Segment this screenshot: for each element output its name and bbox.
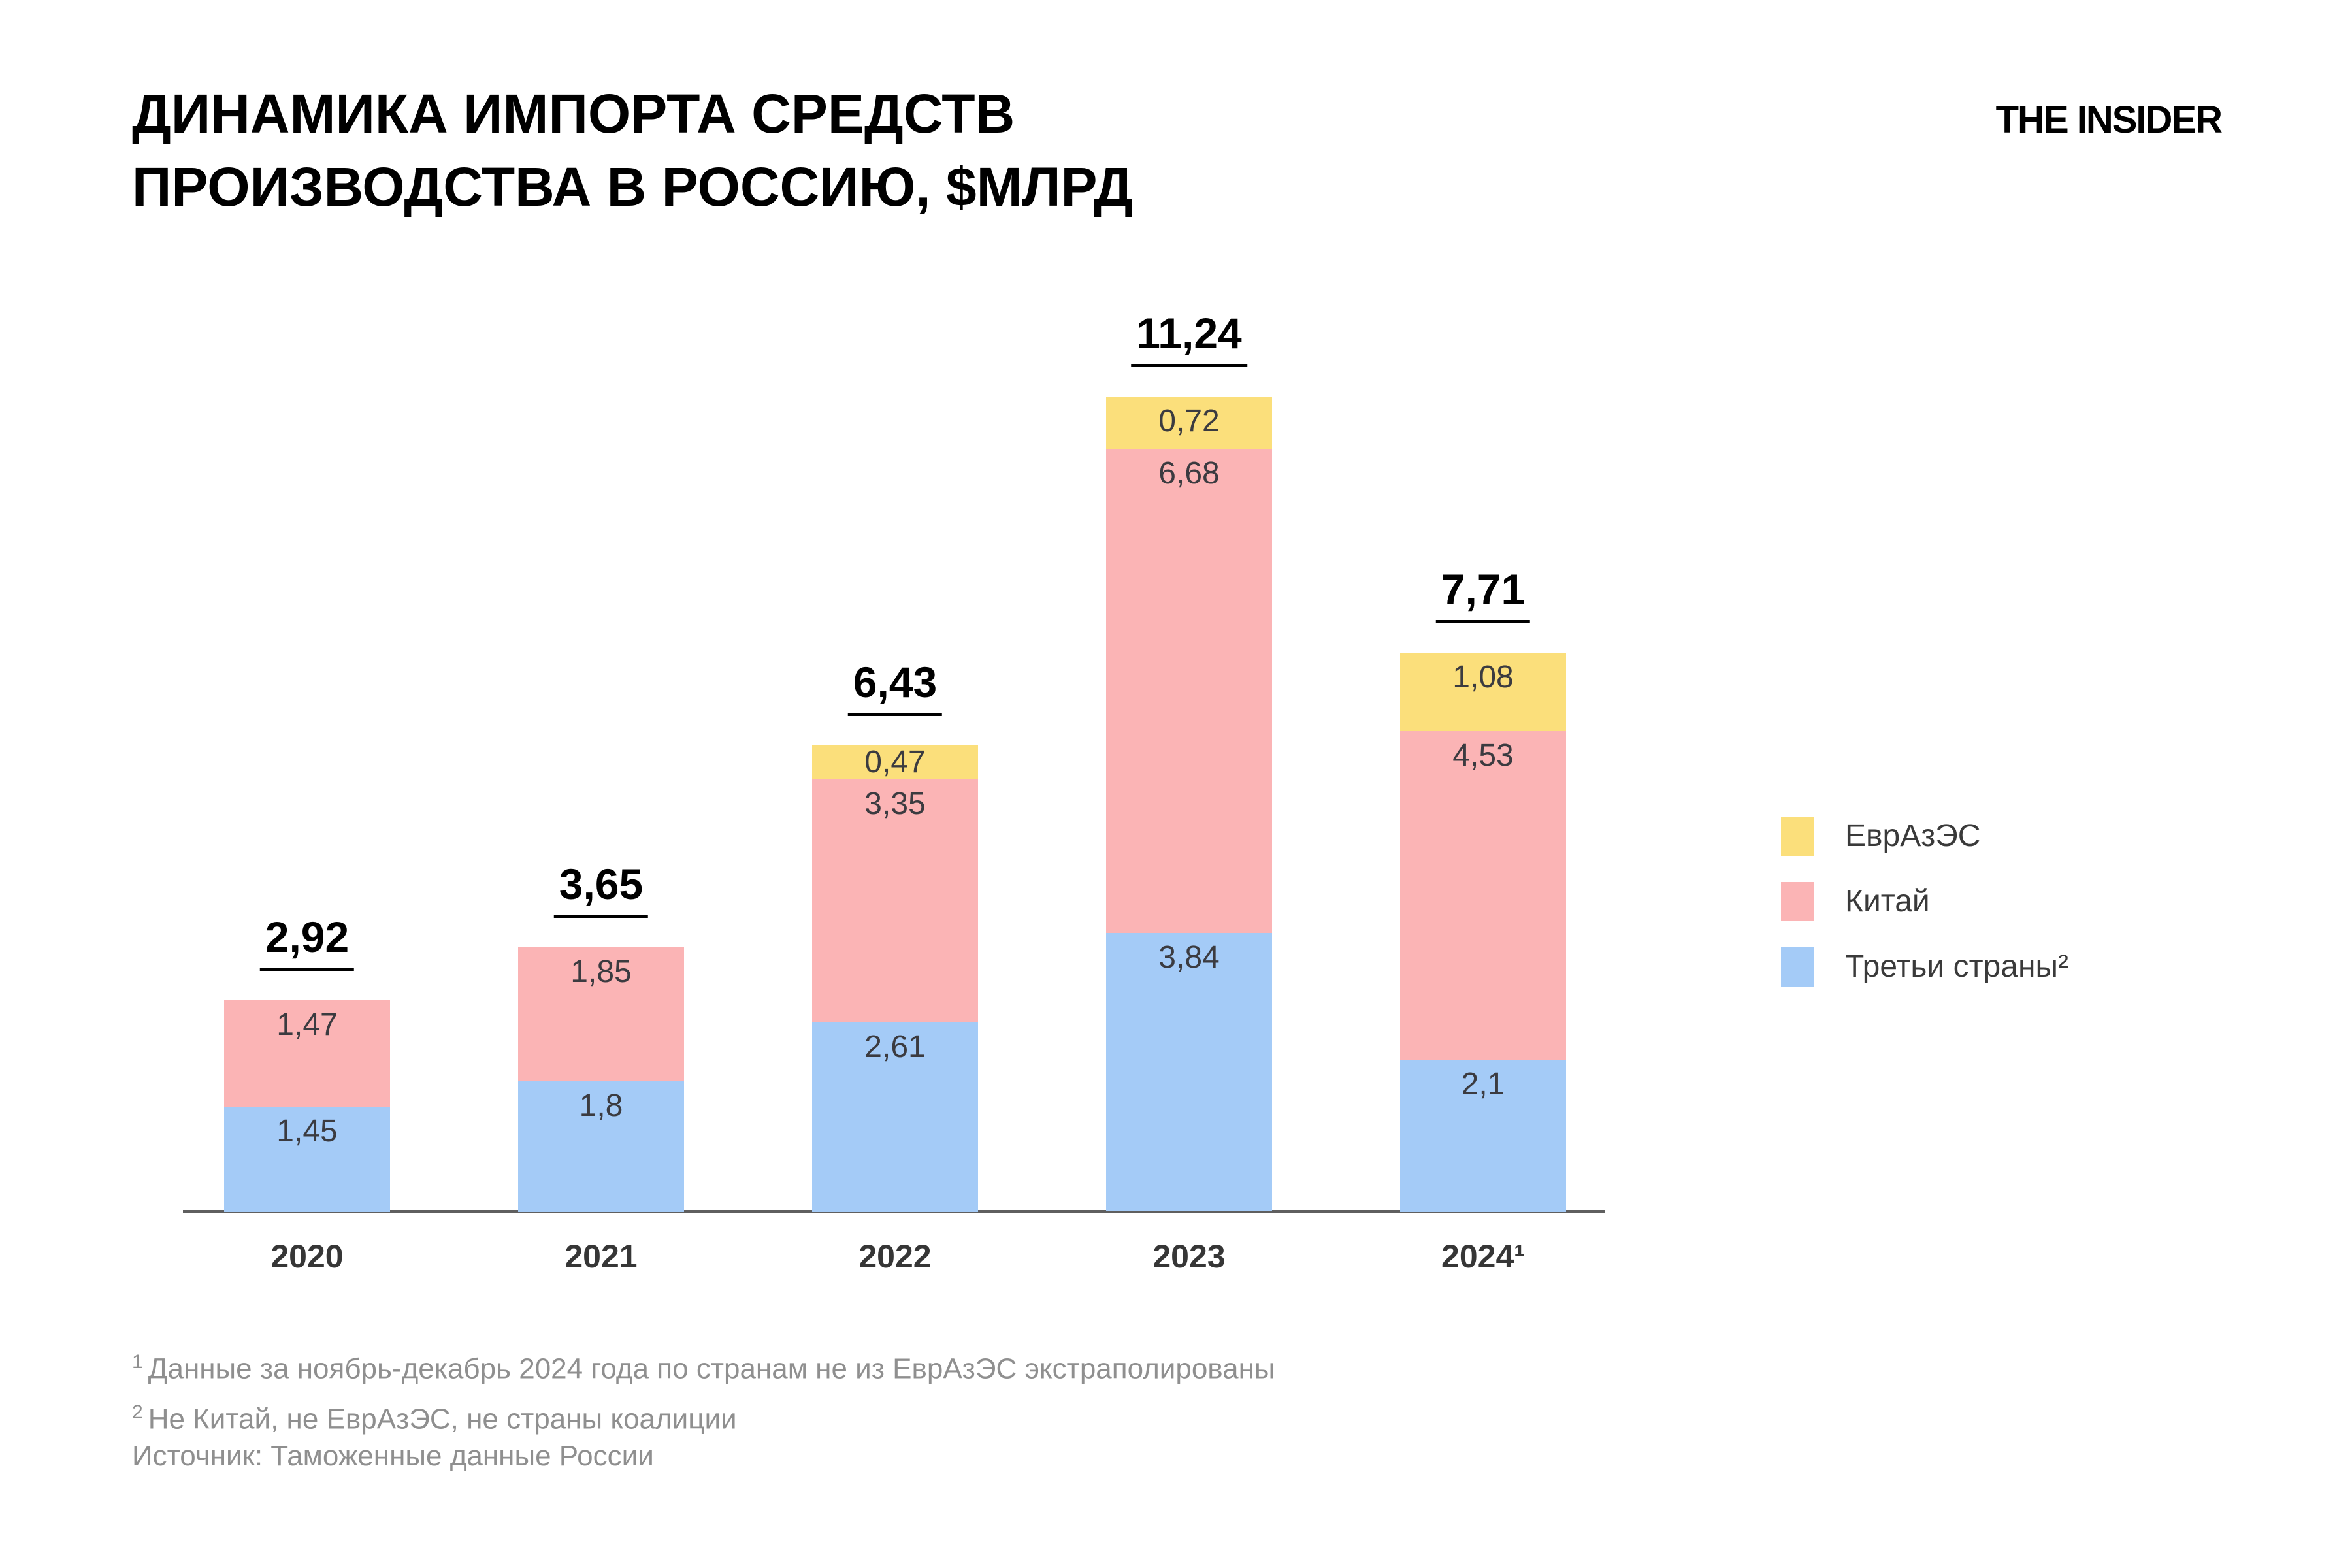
x-axis-label-2021: 2021 bbox=[564, 1238, 638, 1275]
x-axis-label-2022: 2022 bbox=[858, 1238, 932, 1275]
segment-value-third-countries-2022: 2,61 bbox=[864, 1030, 926, 1064]
chart-title: ДИНАМИКА ИМПОРТА СРЕДСТВ ПРОИЗВОДСТВА В … bbox=[132, 77, 1133, 223]
chart-title-line1: ДИНАМИКА ИМПОРТА СРЕДСТВ bbox=[132, 83, 1015, 144]
bar-segment-china-2023: 6,68 bbox=[1106, 449, 1272, 933]
bar-segment-third-countries-2020: 1,45 bbox=[224, 1107, 390, 1212]
bar-segment-third-countries-2022: 2,61 bbox=[812, 1022, 978, 1212]
bar-segment-eurasec-2022: 0,47 bbox=[812, 745, 978, 779]
bar-2023: 11,24 0,72 6,68 3,84 bbox=[1106, 312, 1272, 1212]
total-label-2022: 6,43 bbox=[847, 661, 943, 716]
bar-2024: 7,71 1,08 4,53 2,1 bbox=[1400, 568, 1566, 1212]
segment-value-third-countries-2023: 3,84 bbox=[1158, 940, 1220, 975]
bar-2021: 3,65 1,85 1,8 bbox=[518, 862, 684, 1212]
bar-segment-china-2024: 4,53 bbox=[1400, 731, 1566, 1060]
bar-segment-third-countries-2024: 2,1 bbox=[1400, 1060, 1566, 1212]
segment-value-china-2020: 1,47 bbox=[276, 1007, 338, 1042]
segment-value-third-countries-2024: 2,1 bbox=[1461, 1067, 1505, 1102]
bar-segment-china-2022: 3,35 bbox=[812, 779, 978, 1022]
legend-swatch-china bbox=[1781, 882, 1814, 921]
total-label-2024: 7,71 bbox=[1435, 568, 1531, 623]
legend-item-eurasec: ЕврАзЭС bbox=[1781, 817, 2068, 856]
legend-swatch-third-countries bbox=[1781, 947, 1814, 987]
bar-2022: 6,43 0,47 3,35 2,61 bbox=[812, 661, 978, 1212]
the-insider-logo: THE INSIDER bbox=[1995, 99, 2223, 141]
source-note: Источник: Таможенные данные России bbox=[132, 1440, 654, 1472]
segment-value-china-2024: 4,53 bbox=[1452, 738, 1514, 773]
total-label-2023: 11,24 bbox=[1131, 312, 1247, 367]
segment-value-eurasec-2022: 0,47 bbox=[864, 745, 926, 779]
segment-value-third-countries-2020: 1,45 bbox=[276, 1114, 338, 1149]
legend: ЕврАзЭС Китай Третьи страны² bbox=[1781, 817, 2068, 987]
legend-label-third-countries: Третьи страны² bbox=[1845, 949, 2068, 984]
footnote-2-text: Не Китай, не ЕврАзЭС, не страны коалиции bbox=[148, 1403, 737, 1435]
total-label-2021: 3,65 bbox=[553, 862, 649, 918]
footnote-1: 1 Данные за ноябрь-декабрь 2024 года по с… bbox=[132, 1341, 1275, 1391]
legend-label-china: Китай bbox=[1845, 884, 1930, 919]
segment-value-china-2022: 3,35 bbox=[864, 787, 926, 821]
segment-value-china-2021: 1,85 bbox=[570, 955, 632, 989]
legend-label-eurasec: ЕврАзЭС bbox=[1845, 819, 1981, 853]
x-axis-label-2023: 2023 bbox=[1152, 1238, 1226, 1275]
segment-value-third-countries-2021: 1,8 bbox=[579, 1088, 623, 1123]
x-axis-label-2020: 2020 bbox=[270, 1238, 344, 1275]
bar-segment-eurasec-2023: 0,72 bbox=[1106, 397, 1272, 449]
chart-title-line2: ПРОИЗВОДСТВА В РОССИЮ, $МЛРД bbox=[132, 156, 1134, 218]
bar-2020: 2,92 1,47 1,45 bbox=[224, 915, 390, 1212]
footnote-1-text: Данные за ноябрь-декабрь 2024 года по ст… bbox=[148, 1352, 1275, 1385]
bar-segment-china-2020: 1,47 bbox=[224, 1000, 390, 1107]
bar-segment-third-countries-2023: 3,84 bbox=[1106, 933, 1272, 1211]
footnote-2: 2 Не Китай, не ЕврАзЭС, не страны коалици… bbox=[132, 1391, 1275, 1441]
bar-segment-china-2021: 1,85 bbox=[518, 947, 684, 1081]
segment-value-eurasec-2024: 1,08 bbox=[1452, 660, 1514, 694]
segment-value-eurasec-2023: 0,72 bbox=[1158, 404, 1220, 438]
bar-segment-eurasec-2024: 1,08 bbox=[1400, 653, 1566, 731]
legend-item-third-countries: Третьи страны² bbox=[1781, 947, 2068, 987]
total-label-2020: 2,92 bbox=[259, 915, 355, 971]
legend-item-china: Китай bbox=[1781, 882, 2068, 921]
legend-swatch-eurasec bbox=[1781, 817, 1814, 856]
segment-value-china-2023: 6,68 bbox=[1158, 456, 1220, 491]
footnotes: 1 Данные за ноябрь-декабрь 2024 года по с… bbox=[132, 1341, 1275, 1441]
footnote-2-marker: 2 bbox=[132, 1401, 143, 1423]
footnote-1-marker: 1 bbox=[132, 1351, 143, 1373]
bar-segment-third-countries-2021: 1,8 bbox=[518, 1081, 684, 1212]
x-axis-label-2024: 2024¹ bbox=[1441, 1238, 1525, 1275]
